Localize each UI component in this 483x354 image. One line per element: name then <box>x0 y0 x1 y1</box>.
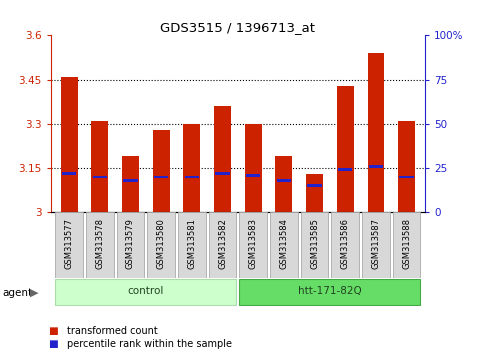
Text: htt-171-82Q: htt-171-82Q <box>298 286 362 297</box>
Text: control: control <box>128 286 164 297</box>
Bar <box>56 279 236 305</box>
Bar <box>337 86 354 212</box>
Text: ▶: ▶ <box>30 288 39 298</box>
Bar <box>369 165 383 168</box>
Bar <box>246 174 260 177</box>
Bar <box>185 176 199 178</box>
Bar <box>154 176 169 178</box>
Text: GSM313579: GSM313579 <box>126 218 135 269</box>
Bar <box>117 212 144 278</box>
Text: agent: agent <box>2 288 32 298</box>
Text: GSM313587: GSM313587 <box>371 218 381 269</box>
Bar <box>277 179 291 182</box>
Bar <box>368 53 384 212</box>
Text: GSM313588: GSM313588 <box>402 218 411 269</box>
Bar <box>123 179 138 182</box>
Text: GSM313581: GSM313581 <box>187 218 197 269</box>
Text: ■: ■ <box>48 339 58 349</box>
Bar <box>245 124 262 212</box>
Bar <box>338 169 353 171</box>
Bar <box>398 121 415 212</box>
Bar <box>240 279 420 305</box>
Bar <box>178 212 206 278</box>
Bar <box>393 212 420 278</box>
Bar <box>122 156 139 212</box>
Bar <box>147 212 175 278</box>
Bar <box>307 184 322 187</box>
Bar <box>91 121 108 212</box>
Text: GSM313578: GSM313578 <box>95 218 104 269</box>
Bar <box>301 212 328 278</box>
Text: GSM313584: GSM313584 <box>279 218 288 269</box>
Bar <box>209 212 236 278</box>
Text: GSM313582: GSM313582 <box>218 218 227 269</box>
Bar <box>214 106 231 212</box>
Text: GSM313585: GSM313585 <box>310 218 319 269</box>
Text: GSM313580: GSM313580 <box>156 218 166 269</box>
Bar <box>331 212 359 278</box>
Bar <box>306 174 323 212</box>
Bar <box>56 212 83 278</box>
Text: GSM313586: GSM313586 <box>341 218 350 269</box>
Text: transformed count: transformed count <box>67 326 157 336</box>
Bar <box>153 130 170 212</box>
Bar <box>86 212 114 278</box>
Text: GSM313583: GSM313583 <box>249 218 258 269</box>
Text: GSM313577: GSM313577 <box>65 218 73 269</box>
Bar <box>62 172 76 175</box>
Bar <box>275 156 292 212</box>
Bar <box>61 77 78 212</box>
Bar <box>399 176 414 178</box>
Text: ■: ■ <box>48 326 58 336</box>
Bar <box>184 124 200 212</box>
Text: percentile rank within the sample: percentile rank within the sample <box>67 339 232 349</box>
Bar <box>93 176 107 178</box>
Bar <box>240 212 267 278</box>
Bar <box>362 212 390 278</box>
Title: GDS3515 / 1396713_at: GDS3515 / 1396713_at <box>160 21 315 34</box>
Bar <box>215 172 230 175</box>
Bar <box>270 212 298 278</box>
